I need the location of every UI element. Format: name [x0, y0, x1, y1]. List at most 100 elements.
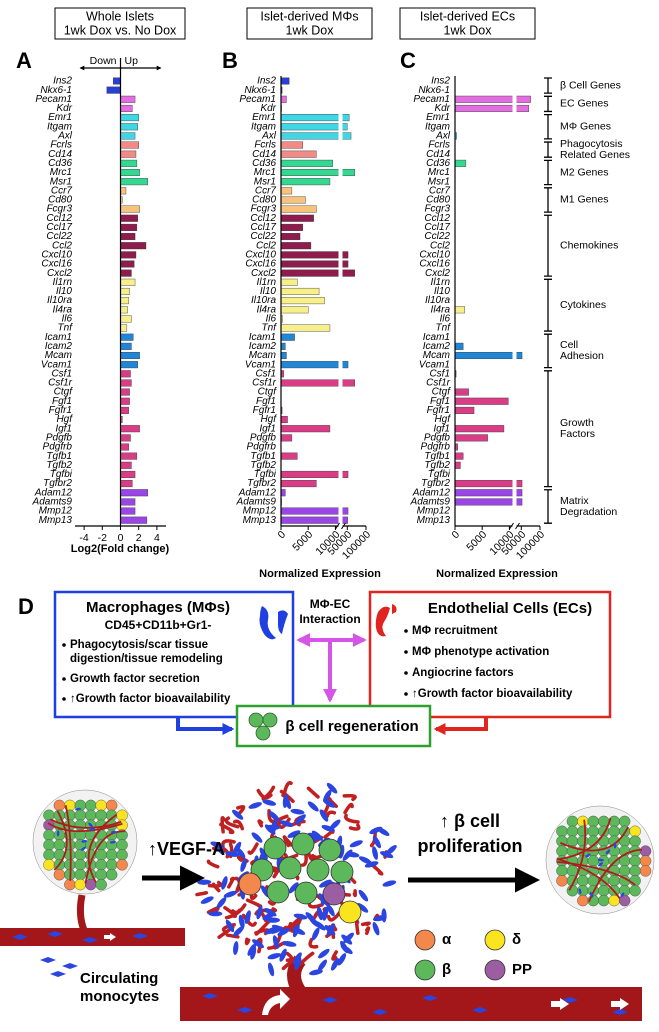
- bar: [121, 371, 131, 378]
- group-label: EC Genes: [560, 98, 608, 110]
- islet-cell: [117, 859, 128, 870]
- islet-cell: [339, 901, 361, 923]
- bar: [281, 142, 303, 149]
- islet-cell: [630, 885, 641, 896]
- legend-label: α: [442, 931, 452, 948]
- group-label: Adhesion: [560, 350, 604, 362]
- capillary: [325, 831, 333, 837]
- bar: [281, 224, 303, 231]
- bullet: [62, 643, 66, 647]
- islet-cell: [96, 810, 107, 821]
- bullet: [404, 650, 408, 654]
- islet-cell: [96, 859, 107, 870]
- bar: [121, 471, 136, 478]
- capillary: [333, 952, 336, 959]
- islet-cell: [567, 816, 578, 827]
- bar: [121, 508, 136, 515]
- macrophage: [349, 839, 364, 849]
- islet-cell: [96, 849, 107, 860]
- islet-cell: [567, 826, 578, 837]
- group-label: β Cell Genes: [560, 79, 621, 91]
- capillary: [259, 821, 261, 826]
- bullet-text: MΦ phenotype activation: [412, 646, 549, 658]
- islet-cell: [239, 873, 261, 895]
- islet-cell: [117, 810, 128, 821]
- islet-cell: [331, 861, 353, 883]
- bar: [281, 380, 355, 387]
- islet-cell: [75, 820, 86, 831]
- group-label: MΦ Genes: [560, 121, 611, 133]
- macrophage: [371, 921, 381, 936]
- group-label: M2 Genes: [560, 166, 608, 178]
- monocyte-label: monocytes: [80, 988, 159, 1005]
- islet-cell: [556, 846, 567, 857]
- bar: [121, 444, 129, 451]
- bullet-text: Phagocytosis/scar tissue: [70, 639, 208, 651]
- bar: [281, 160, 333, 167]
- capillary: [300, 953, 312, 964]
- bar: [281, 471, 348, 478]
- capillary: [344, 796, 355, 800]
- box-title: Endothelial Cells (ECs): [428, 600, 592, 617]
- capillary: [346, 815, 358, 822]
- bar: [281, 123, 347, 130]
- bar: [121, 499, 136, 506]
- islet-cell: [640, 846, 651, 857]
- bar: [121, 389, 130, 396]
- bar: [281, 169, 355, 176]
- bar: [455, 489, 522, 496]
- islet-cell: [323, 883, 345, 905]
- islet-cell: [85, 810, 96, 821]
- monocyte: [50, 971, 66, 977]
- bar: [455, 462, 460, 469]
- bar: [121, 380, 132, 387]
- islet-cell: [619, 816, 630, 827]
- gene-label: Mmp13: [39, 515, 73, 526]
- legend-swatch: [415, 930, 435, 950]
- bar: [121, 453, 137, 460]
- bar: [121, 215, 138, 222]
- direction-label: Up: [125, 55, 139, 67]
- macrophage: [250, 831, 264, 844]
- islet-cell: [43, 810, 54, 821]
- group-bracket: [544, 490, 552, 523]
- connector: [178, 717, 232, 729]
- x-tick-label: 5000: [464, 528, 489, 553]
- islet-cell: [307, 859, 329, 881]
- capillary: [274, 871, 277, 877]
- islet-cell: [43, 840, 54, 851]
- group-label: Chemokines: [560, 239, 618, 251]
- bar: [455, 425, 504, 432]
- islet-cell: [279, 857, 301, 879]
- bar: [113, 78, 120, 85]
- capillary: [327, 812, 334, 816]
- islet-cell: [96, 800, 107, 811]
- islet-cell: [630, 865, 641, 876]
- macrophage: [357, 889, 370, 903]
- bullet-text: digestion/tissue remodeling: [70, 653, 223, 665]
- bar: [281, 178, 330, 185]
- capillary: [315, 912, 318, 917]
- bar: [121, 123, 138, 130]
- bar: [281, 242, 311, 249]
- bar: [121, 334, 134, 341]
- bar: [455, 389, 469, 396]
- capillary: [363, 923, 369, 924]
- bar: [281, 480, 316, 487]
- bar: [281, 188, 292, 195]
- islet-cell: [598, 885, 609, 896]
- bar: [281, 334, 295, 341]
- islet-cell: [630, 856, 641, 867]
- bar: [281, 352, 286, 359]
- interaction-label: Interaction: [299, 612, 360, 626]
- islet-cell: [75, 869, 86, 880]
- panel-label: A: [16, 48, 32, 73]
- bullet-text: Angiocrine factors: [412, 667, 514, 679]
- macrophage: [267, 962, 276, 977]
- islet-cell: [556, 875, 567, 886]
- macrophage: [232, 941, 239, 955]
- bar: [281, 197, 305, 204]
- box-title: Macrophages (MΦs): [86, 599, 230, 616]
- legend-swatch: [415, 960, 435, 980]
